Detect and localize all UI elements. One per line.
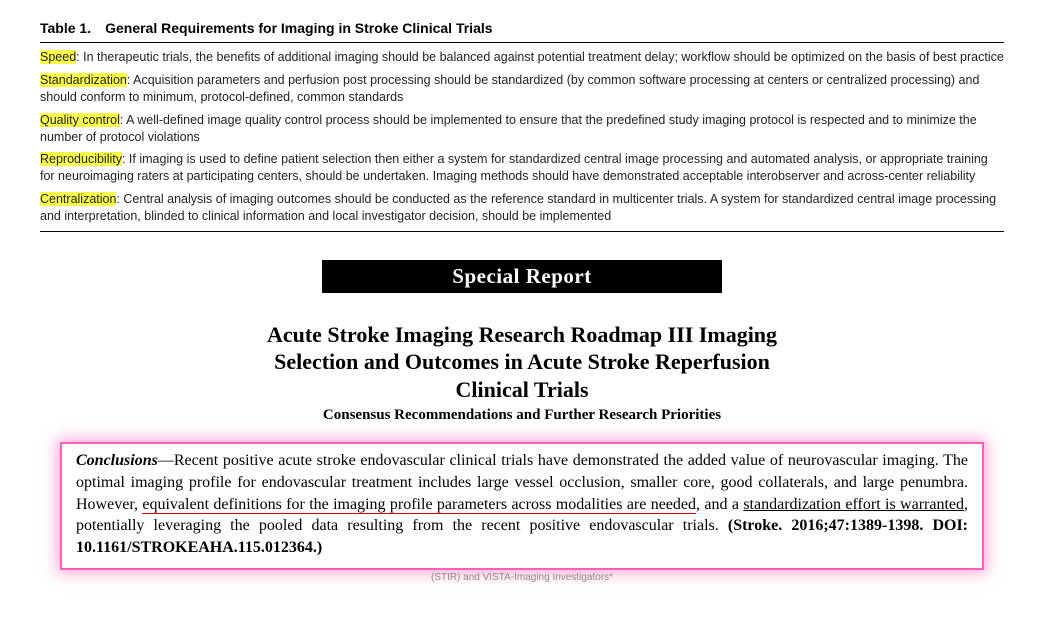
table-row: Speed: In therapeutic trials, the benefi…	[40, 49, 1004, 66]
row-desc: : If imaging is used to define patient s…	[40, 152, 988, 183]
table-title: Table 1. General Requirements for Imaging…	[40, 20, 1004, 36]
table-row: Reproducibility: If imaging is used to d…	[40, 151, 1004, 185]
row-term: Reproducibility	[40, 152, 122, 166]
footer-note: (STIR) and VISTA-Imaging Investigators*	[40, 572, 1004, 583]
conclusions-dash: —	[158, 452, 174, 469]
conclusions-underline-2: standardization effort is warranted	[743, 496, 964, 513]
paper-title-line1: Acute Stroke Imaging Research Roadmap II…	[267, 322, 777, 347]
paper-title: Acute Stroke Imaging Research Roadmap II…	[40, 321, 1004, 404]
row-desc: : A well-defined image quality control p…	[40, 113, 977, 144]
rule-top	[40, 42, 1004, 43]
row-desc: : In therapeutic trials, the benefits of…	[76, 50, 1004, 64]
table-row: Quality control: A well-defined image qu…	[40, 112, 1004, 146]
table-row: Centralization: Central analysis of imag…	[40, 191, 1004, 225]
row-term: Centralization	[40, 192, 116, 206]
paper-title-line3: Clinical Trials	[455, 377, 588, 402]
special-report-banner: Special Report	[322, 260, 721, 293]
row-term: Speed	[40, 50, 76, 64]
table-row: Standardization: Acquisition parameters …	[40, 72, 1004, 106]
paper-subtitle: Consensus Recommendations and Further Re…	[40, 407, 1004, 424]
rule-bottom	[40, 231, 1004, 232]
row-term: Quality control	[40, 113, 120, 127]
row-desc: : Acquisition parameters and perfusion p…	[40, 73, 979, 104]
conclusions-underline-1: equivalent definitions for the imaging p…	[142, 496, 696, 514]
report-block: Special Report Acute Stroke Imaging Rese…	[40, 260, 1004, 425]
conclusions-p2: , and a	[696, 496, 743, 513]
row-desc: : Central analysis of imaging outcomes s…	[40, 192, 996, 223]
paper-title-line2: Selection and Outcomes in Acute Stroke R…	[274, 349, 770, 374]
table-title-text: General Requirements for Imaging in Stro…	[105, 20, 492, 36]
table-section: Table 1. General Requirements for Imaging…	[40, 20, 1004, 232]
table-label: Table 1.	[40, 20, 91, 36]
conclusions-lead: Conclusions	[76, 452, 158, 469]
conclusions-box: Conclusions—Recent positive acute stroke…	[60, 442, 984, 570]
row-term: Standardization	[40, 73, 127, 87]
